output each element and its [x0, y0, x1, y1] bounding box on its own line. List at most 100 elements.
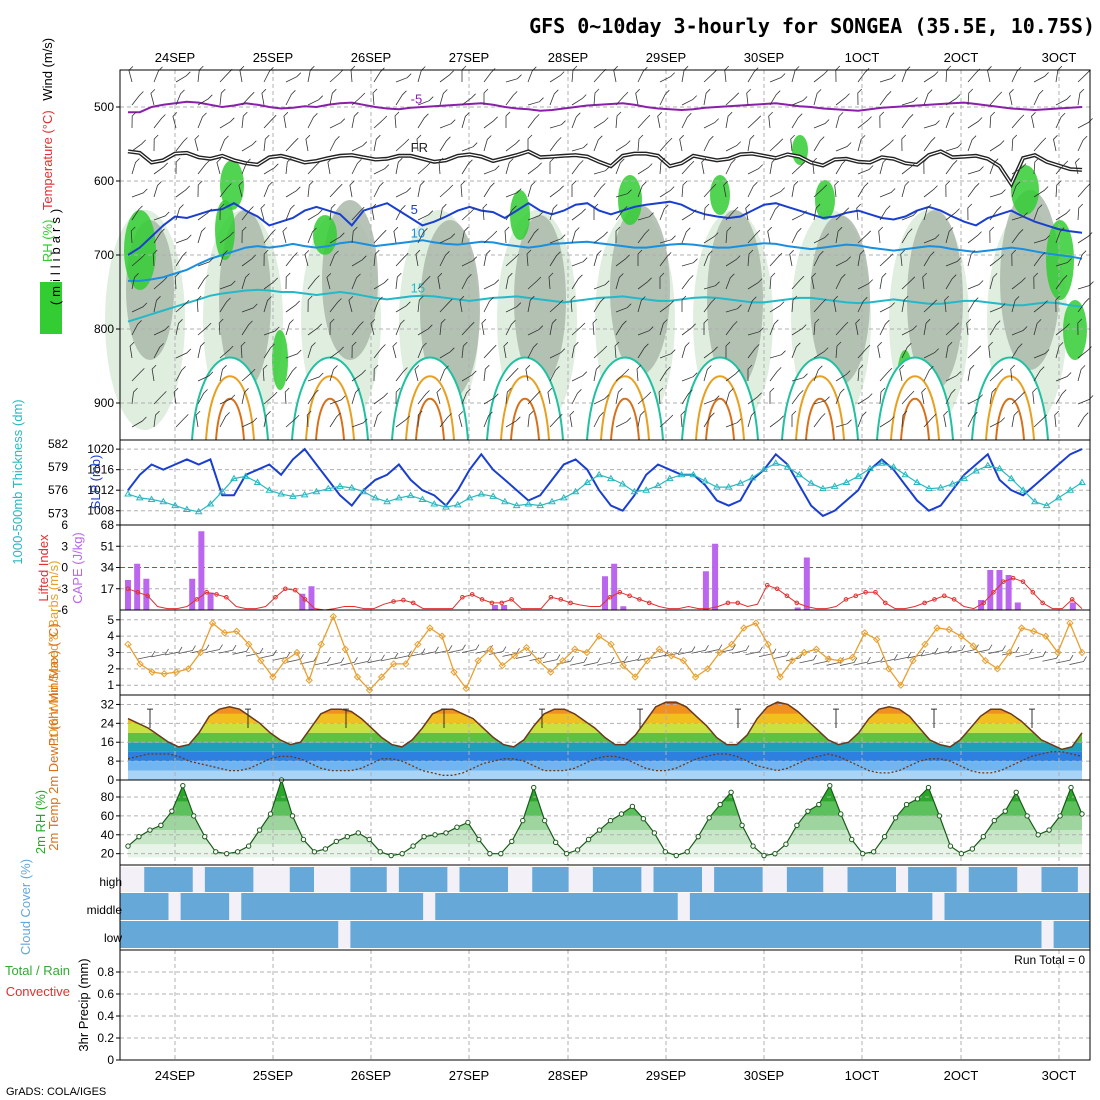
wind-barb — [923, 89, 933, 106]
wind-barb — [989, 417, 1005, 428]
wind-barb — [879, 188, 896, 198]
wind-barb — [1055, 209, 1071, 221]
tick-label: 0.2 — [97, 1031, 114, 1045]
wind-barb — [151, 364, 157, 382]
cape-bar — [712, 543, 719, 610]
cloud-cell — [326, 921, 339, 948]
wind-barb — [241, 158, 251, 175]
rh2m-point — [761, 852, 767, 859]
rh2m-point — [267, 811, 274, 817]
cloud-cell — [738, 867, 751, 892]
thickness-point — [1019, 486, 1027, 493]
wind-barb — [1031, 112, 1036, 129]
wind-barb — [173, 387, 179, 405]
thickness-point — [289, 492, 297, 499]
wind10m-barb — [920, 647, 939, 657]
cloud-cell — [944, 921, 958, 948]
rh2m-point — [914, 796, 921, 802]
wind10m-barb — [151, 648, 169, 658]
wind-speed-point — [377, 673, 386, 681]
wind10m-barb — [421, 646, 439, 656]
cloud-cell — [799, 867, 812, 892]
rh2m-point — [421, 833, 427, 840]
thickness-point — [630, 487, 639, 495]
wind10m-barb — [259, 649, 277, 659]
wind-barb — [153, 66, 163, 83]
thickness-point — [371, 493, 380, 501]
cloud-cell — [993, 921, 1006, 948]
wind-speed-point — [1005, 648, 1014, 657]
wind10m-barb — [947, 644, 966, 654]
wind-barb — [1011, 134, 1018, 152]
wind10m-barb — [448, 644, 466, 654]
wind-barb — [307, 209, 323, 221]
thickness-tick-label: 582 — [48, 437, 68, 451]
wind-barb — [329, 232, 345, 244]
wind-barb — [1077, 318, 1083, 336]
wind-speed-point — [269, 673, 277, 681]
wind-barb — [659, 186, 675, 198]
wind10m-barb — [205, 644, 223, 653]
cloud-level-high: high — [99, 875, 122, 889]
wind-barb — [769, 157, 777, 175]
tick-label: 700 — [94, 248, 114, 262]
wind-barb — [373, 364, 379, 382]
cloud-cell — [301, 867, 315, 892]
precip-legend-total: Total / Rain — [5, 963, 70, 978]
wind-barb — [703, 69, 718, 83]
wind-barb — [681, 323, 696, 336]
wind-barb — [219, 394, 236, 405]
wind-barb — [922, 272, 927, 290]
wind-barb — [659, 272, 665, 289]
wind-barb — [527, 276, 542, 290]
wind-barb — [703, 281, 720, 290]
wind-barb — [857, 88, 863, 106]
wind-barb — [549, 318, 557, 336]
wind-barb — [571, 94, 587, 106]
cloud-cell — [471, 921, 485, 948]
thickness-point — [124, 490, 132, 497]
rh2m-point — [684, 849, 690, 855]
cloud-cell — [204, 921, 218, 948]
wind-barb — [549, 71, 565, 83]
li-point — [735, 600, 741, 606]
wind-barb — [1055, 275, 1068, 290]
rh2m-point — [794, 822, 800, 829]
wind-barb — [549, 348, 566, 359]
wind-barb — [813, 413, 826, 428]
cloud-cell — [532, 867, 545, 892]
wind-barb — [153, 343, 164, 359]
wind-barb — [944, 295, 949, 313]
wind-barb — [835, 112, 844, 129]
wind-barb — [483, 344, 497, 359]
li-point — [784, 593, 790, 599]
isotherm-line — [127, 200, 1083, 256]
wind-barb — [901, 228, 913, 244]
cloud-cell — [920, 867, 933, 892]
wind-barb — [615, 387, 623, 405]
wind-barb — [219, 345, 234, 359]
rh2m-point — [180, 782, 186, 789]
wind-barb — [461, 159, 473, 175]
rh2m-point — [454, 824, 460, 830]
wind-barb — [879, 416, 895, 428]
bottom-date-label: 25SEP — [253, 1068, 293, 1083]
wind-barb — [923, 157, 929, 175]
li-point — [617, 589, 623, 595]
cloud-cell — [896, 921, 909, 948]
wind-barb — [241, 206, 254, 221]
wind-barb — [879, 302, 895, 313]
wind-barb — [1055, 342, 1064, 359]
wind-barb — [923, 185, 938, 198]
wind-barb — [945, 160, 958, 175]
wind-barb — [219, 280, 236, 290]
cape-bar — [794, 607, 801, 610]
wind-barb — [175, 204, 184, 221]
tick-label: 1020 — [87, 442, 114, 456]
thickness-slp-grid — [120, 440, 1090, 525]
li-point — [283, 586, 288, 592]
wind-speed-point — [281, 656, 289, 665]
wind-barb — [571, 257, 588, 267]
wind-barb — [857, 165, 874, 175]
cloud-cell — [544, 867, 557, 892]
